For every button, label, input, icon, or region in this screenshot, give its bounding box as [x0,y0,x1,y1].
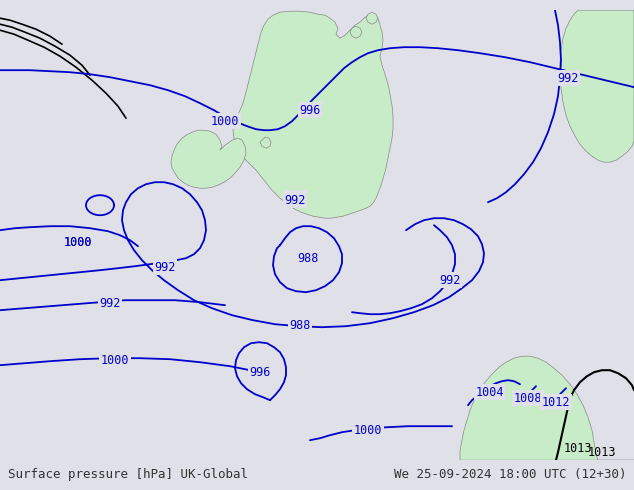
Text: 992: 992 [439,274,461,287]
Text: Surface pressure [hPa] UK-Global: Surface pressure [hPa] UK-Global [8,468,248,481]
Text: 1000: 1000 [210,115,239,128]
Text: 1013: 1013 [564,441,592,455]
Text: 1008: 1008 [514,392,542,405]
Polygon shape [350,26,362,38]
Text: 988: 988 [289,318,311,332]
Polygon shape [233,11,393,218]
Text: 992: 992 [284,192,306,205]
Text: 992: 992 [284,194,306,207]
Text: 1000: 1000 [101,354,129,367]
Text: 1000: 1000 [64,236,93,249]
Text: We 25-09-2024 18:00 UTC (12+30): We 25-09-2024 18:00 UTC (12+30) [394,468,626,481]
Polygon shape [260,137,271,148]
Text: 988: 988 [297,252,319,265]
Text: 1000: 1000 [354,424,382,437]
Text: 996: 996 [249,366,271,379]
Polygon shape [366,12,378,24]
Text: 1004: 1004 [476,386,504,399]
Text: 1013: 1013 [588,446,616,459]
Polygon shape [460,356,634,460]
Text: 992: 992 [557,72,579,85]
Polygon shape [560,10,634,162]
Text: 1000: 1000 [64,236,93,249]
Polygon shape [171,130,246,188]
Text: 992: 992 [100,297,120,310]
Text: 992: 992 [154,261,176,274]
Text: 996: 996 [299,104,321,117]
Text: 1012: 1012 [541,396,570,409]
